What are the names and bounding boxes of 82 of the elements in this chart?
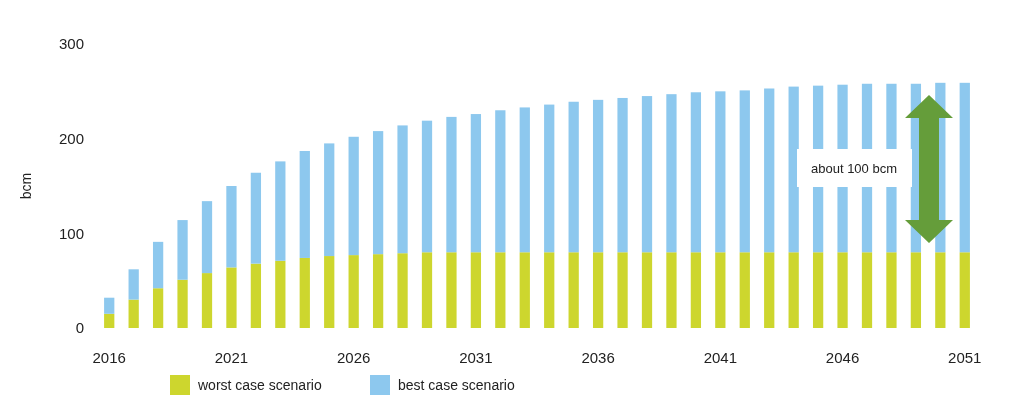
bar <box>152 241 164 289</box>
bar <box>104 313 115 328</box>
bar <box>764 252 775 328</box>
legend-label: best case scenario <box>398 376 515 393</box>
bar <box>592 99 604 253</box>
bar <box>544 104 555 253</box>
bar <box>324 143 335 257</box>
bar <box>788 252 799 328</box>
bar <box>617 97 628 253</box>
legend-label: worst case scenario <box>197 376 322 393</box>
bar <box>788 86 799 253</box>
bar <box>568 252 579 328</box>
bar <box>886 252 897 328</box>
bar <box>715 91 726 253</box>
bar <box>250 172 262 264</box>
bar <box>128 269 139 300</box>
annotation: about 100 bcm <box>810 160 898 176</box>
bar <box>201 273 213 328</box>
bar <box>226 186 237 268</box>
bar <box>519 107 530 253</box>
y-tick-label: 100 <box>58 224 84 242</box>
bar <box>837 252 848 328</box>
bar <box>104 297 115 314</box>
x-tick-label: 2016 <box>92 349 126 367</box>
bar <box>568 101 579 253</box>
bar <box>715 252 726 328</box>
bar <box>690 252 702 328</box>
bar <box>397 253 408 328</box>
bar <box>421 120 433 253</box>
bar <box>152 288 164 328</box>
x-tick-label: 2036 <box>581 349 615 367</box>
bar <box>299 150 310 258</box>
x-tick-label: 2021 <box>214 349 249 367</box>
bar <box>544 252 555 328</box>
bar <box>861 252 873 328</box>
x-tick-label: 2046 <box>825 349 860 367</box>
bar <box>812 252 824 328</box>
bar <box>324 256 335 328</box>
bar <box>421 252 433 328</box>
bar <box>226 267 237 328</box>
x-tick-label: 2026 <box>336 349 371 367</box>
bar <box>470 114 482 253</box>
bar <box>250 263 262 328</box>
bar <box>495 252 506 328</box>
bar <box>177 220 188 280</box>
y-tick-label: 200 <box>58 129 84 147</box>
bar <box>397 125 408 254</box>
bar <box>641 96 653 253</box>
bar <box>495 110 506 253</box>
bar <box>348 255 359 328</box>
bar <box>739 90 750 253</box>
bar <box>959 252 970 328</box>
bar <box>372 254 384 328</box>
bar <box>470 252 482 328</box>
bar <box>666 94 677 253</box>
y-tick-label: 300 <box>58 35 84 53</box>
bar <box>446 116 457 253</box>
bar <box>690 92 702 253</box>
bar <box>275 260 286 328</box>
x-tick-label: 2041 <box>703 349 738 367</box>
bar <box>348 136 359 256</box>
bar <box>446 252 457 328</box>
x-tick-label: 2051 <box>948 349 982 367</box>
bar <box>641 252 653 328</box>
bar <box>275 161 286 261</box>
bar <box>910 252 922 328</box>
y-tick-label: 0 <box>75 319 84 337</box>
bar <box>592 252 604 328</box>
bar <box>519 252 530 328</box>
bar <box>177 279 188 328</box>
y-axis-title: bcm <box>17 172 34 200</box>
bar <box>372 131 384 255</box>
bar <box>128 299 139 328</box>
bar <box>959 82 970 253</box>
bar <box>764 88 775 253</box>
x-tick-label: 2031 <box>459 349 493 367</box>
bar <box>299 257 310 328</box>
bar <box>935 252 946 328</box>
bar <box>666 252 677 328</box>
bar <box>201 201 213 274</box>
bar <box>617 252 628 328</box>
bar <box>739 252 750 328</box>
